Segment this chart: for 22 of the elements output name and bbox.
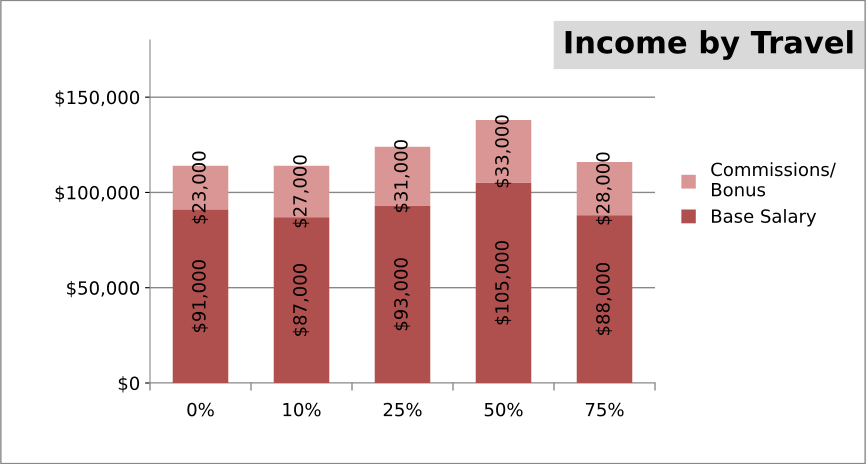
y-tick-label: $100,000 [56, 186, 140, 202]
chart-title: Income by Travel [566, 30, 852, 60]
data-label: $93,000 [394, 258, 410, 330]
x-tick-label: 75% [586, 402, 624, 416]
legend-label: Base Salary [712, 208, 816, 226]
y-tick-label: $150,000 [56, 90, 140, 107]
legend-label: Commissions/ Bonus [711, 162, 836, 196]
x-tick-label: 25% [384, 402, 422, 416]
data-label: $87,000 [292, 264, 310, 336]
data-label: $105,000 [494, 241, 512, 325]
data-label: $27,000 [292, 155, 310, 228]
x-tick-label: 0% [187, 402, 214, 416]
data-label: $31,000 [394, 140, 410, 212]
data-label: $88,000 [596, 263, 612, 335]
data-label: $33,000 [494, 115, 512, 188]
data-label: $28,000 [596, 152, 612, 224]
y-tick-label: $0 [118, 376, 140, 393]
data-label: $23,000 [192, 152, 208, 224]
data-label: $91,000 [192, 260, 208, 332]
x-tick-label: 50% [484, 402, 523, 416]
x-tick-label: 10% [283, 402, 321, 416]
y-tick-label: $50,000 [67, 280, 140, 298]
